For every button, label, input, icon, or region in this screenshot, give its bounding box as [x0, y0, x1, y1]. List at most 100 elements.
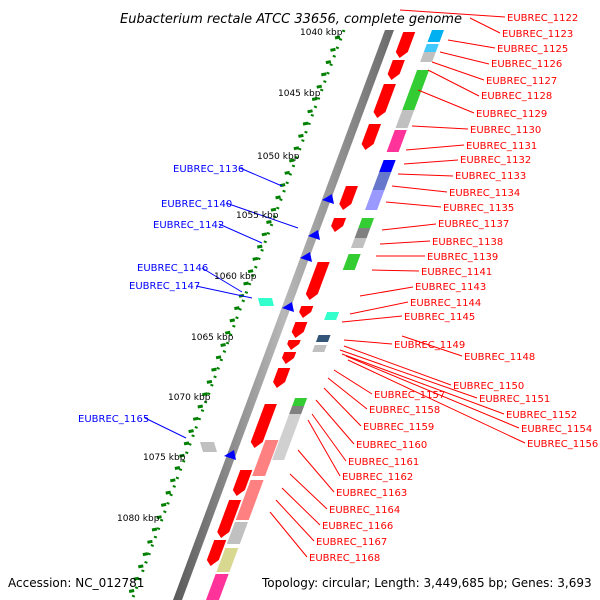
gene-label[interactable]: EUBREC_1166	[322, 521, 393, 532]
topology-text: Topology: circular; Length: 3,449,685 bp…	[261, 576, 592, 590]
forward-gene-arrow	[339, 186, 358, 210]
forward-gene-arrow	[373, 84, 396, 118]
feature-block	[423, 44, 439, 52]
gene-label[interactable]: EUBREC_1151	[479, 394, 550, 405]
tick-label: 1040 kbp	[300, 28, 343, 38]
feature-block	[342, 254, 361, 270]
ruler-tick	[151, 527, 158, 532]
gene-label[interactable]: EUBREC_1138	[432, 237, 503, 248]
gene-label[interactable]: EUBREC_1129	[476, 109, 547, 120]
feature-block	[312, 345, 327, 352]
gene-label[interactable]: EUBREC_1133	[455, 171, 526, 182]
gene-label[interactable]: EUBREC_1156	[527, 439, 598, 450]
ruler-tick	[128, 589, 135, 593]
gene-label[interactable]: EUBREC_1150	[453, 381, 524, 392]
tick-label: 1060 kbp	[214, 272, 257, 282]
gene-label[interactable]: EUBREC_1167	[316, 537, 387, 548]
forward-gene-arrow	[232, 470, 253, 496]
reverse-gene-arrow	[322, 194, 334, 204]
leader-line	[347, 359, 526, 444]
feature-block	[427, 30, 444, 42]
forward-strand-labels: EUBREC_1122 EUBREC_1123 EUBREC_1125 EUBR…	[309, 13, 598, 564]
gene-label[interactable]: EUBREC_1160	[356, 440, 427, 451]
reverse-gene-arrow	[300, 252, 312, 262]
gene-label[interactable]: EUBREC_1149	[394, 340, 465, 351]
gene-label[interactable]: EUBREC_1164	[329, 505, 400, 516]
reverse-gene-arrow	[224, 450, 236, 460]
forward-gene-arrow	[287, 340, 301, 350]
gene-label[interactable]: EUBREC_1137	[438, 219, 509, 230]
gene-label[interactable]: EUBREC_1125	[497, 44, 568, 55]
leader-line	[371, 269, 420, 272]
gene-label[interactable]: EUBREC_1147	[129, 281, 200, 292]
ruler-tick	[137, 564, 144, 569]
gene-label[interactable]: EUBREC_1140	[161, 199, 232, 210]
gene-label[interactable]: EUBREC_1161	[348, 457, 419, 468]
gene-label[interactable]: EUBREC_1132	[460, 155, 531, 166]
ruler-tick	[206, 379, 213, 384]
ruler-tick	[311, 97, 318, 101]
gene-label[interactable]: EUBREC_1142	[153, 220, 224, 231]
ruler-tick	[220, 343, 226, 347]
gene-label[interactable]: EUBREC_1165	[78, 414, 149, 425]
gene-label[interactable]: EUBREC_1162	[342, 472, 413, 483]
reverse-gene-arrow	[282, 302, 294, 312]
gene-label[interactable]: EUBREC_1126	[491, 59, 562, 70]
label-leader-lines	[144, 9, 526, 558]
leader-line	[399, 9, 506, 18]
gene-label[interactable]: EUBREC_1130	[470, 125, 541, 136]
tick-label: 1080 kbp	[117, 514, 160, 524]
gene-label[interactable]: EUBREC_1163	[336, 488, 407, 499]
leader-line	[218, 223, 263, 244]
gene-label[interactable]: EUBREC_1131	[466, 141, 537, 152]
feature-block	[358, 218, 375, 228]
gene-label[interactable]: EUBREC_1136	[173, 164, 244, 175]
leader-line	[341, 353, 505, 415]
ruler-tick	[288, 158, 295, 163]
forward-gene-arrow	[291, 322, 308, 338]
gene-label[interactable]: EUBREC_1144	[410, 298, 481, 309]
leader-line	[439, 51, 490, 65]
feature-block	[258, 298, 274, 306]
gene-label[interactable]: EUBREC_1159	[363, 422, 434, 433]
gene-label[interactable]: EUBREC_1127	[486, 76, 557, 87]
ruler-tick	[224, 330, 231, 335]
gene-label[interactable]: EUBREC_1146	[137, 263, 208, 274]
leader-line	[379, 240, 431, 245]
tick-label: 1075 kbp	[143, 453, 186, 463]
leader-line	[195, 285, 253, 299]
gene-label[interactable]: EUBREC_1157	[374, 390, 445, 401]
leader-line	[281, 487, 321, 526]
gene-label[interactable]: EUBREC_1168	[309, 553, 380, 564]
gene-label[interactable]: EUBREC_1128	[481, 91, 552, 102]
ruler-tick	[284, 170, 290, 175]
gene-label[interactable]: EUBREC_1148	[464, 352, 535, 363]
gene-label[interactable]: EUBREC_1135	[443, 203, 514, 214]
leader-line	[323, 387, 362, 427]
leader-line	[201, 267, 243, 293]
ruler-tick	[170, 478, 176, 483]
feature-block	[354, 228, 371, 238]
gene-label[interactable]: EUBREC_1123	[502, 29, 573, 40]
gene-label[interactable]: EUBREC_1134	[449, 188, 520, 199]
gene-label[interactable]: EUBREC_1139	[427, 252, 498, 263]
reverse-strand-labels: EUBREC_1136 EUBREC_1140 EUBREC_1142 EUBR…	[78, 164, 244, 425]
genome-backbone	[173, 30, 394, 600]
gene-label[interactable]: EUBREC_1158	[369, 405, 440, 416]
tick-label: 1045 kbp	[278, 89, 321, 99]
ruler-tick	[229, 318, 236, 323]
ruler-tick	[298, 133, 304, 138]
gene-label[interactable]: EUBREC_1152	[506, 410, 577, 421]
map-title: Eubacterium rectale ATCC 33656, complete…	[120, 12, 462, 27]
forward-gene-arrow	[206, 540, 227, 566]
leader-line	[339, 349, 478, 399]
gene-label[interactable]: EUBREC_1122	[507, 13, 578, 24]
feature-block	[226, 522, 248, 544]
gene-label[interactable]: EUBREC_1145	[404, 312, 475, 323]
ruler-tick	[160, 502, 167, 507]
leader-line	[311, 413, 347, 462]
gene-label[interactable]: EUBREC_1154	[521, 424, 592, 435]
gene-label[interactable]: EUBREC_1143	[415, 282, 486, 293]
gene-label[interactable]: EUBREC_1141	[421, 267, 492, 278]
ruler-tick-labels: 1040 kbp 1045 kbp 1050 kbp 1055 kbp 1060…	[117, 28, 343, 524]
